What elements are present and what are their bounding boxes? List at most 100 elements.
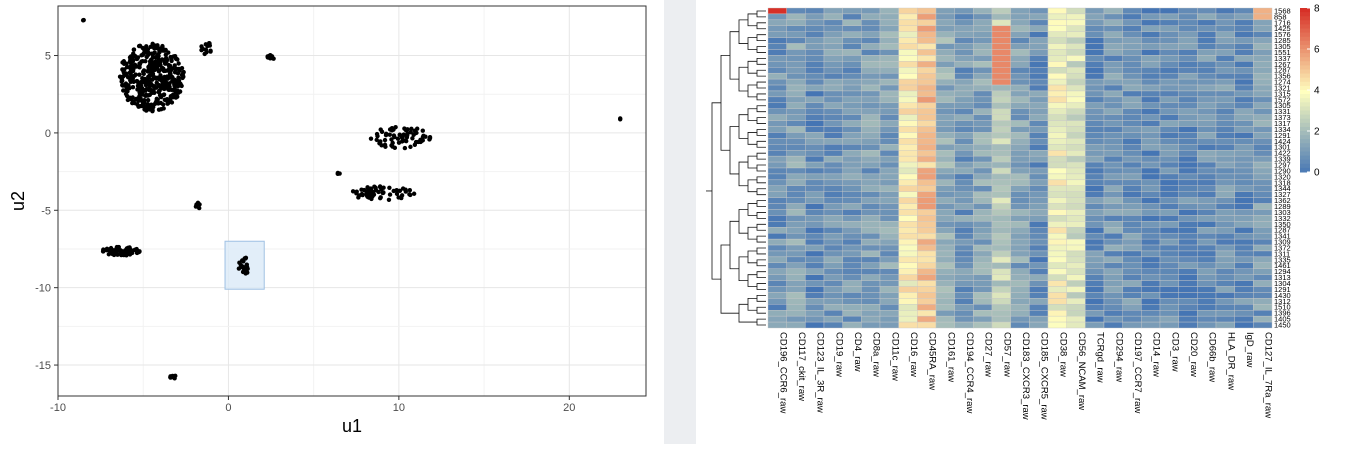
- heatmap-cell: [1197, 90, 1217, 98]
- dendrogram-branch: [756, 152, 766, 160]
- heatmap-cell: [935, 49, 955, 56]
- heatmap-cell: [935, 227, 955, 234]
- heatmap-cell: [898, 292, 918, 299]
- heatmap-cell: [1122, 31, 1142, 38]
- heatmap-cell: [805, 298, 825, 305]
- data-point: [135, 102, 140, 107]
- heatmap-cell: [991, 232, 1011, 240]
- heatmap-cell: [1085, 90, 1105, 98]
- heatmap-cell: [991, 155, 1011, 163]
- heatmap-cell: [917, 55, 937, 62]
- heatmap-cell: [1122, 286, 1142, 293]
- heatmap-cell: [767, 203, 787, 210]
- heatmap-cell: [1029, 310, 1049, 317]
- heatmap-cell: [1047, 215, 1067, 222]
- data-point: [152, 67, 157, 73]
- heatmap-cell: [1029, 232, 1049, 240]
- heatmap-cell: [767, 114, 787, 121]
- heatmap-cell: [935, 292, 955, 299]
- heatmap-cell: [842, 108, 862, 115]
- heatmap-cell: [879, 274, 899, 281]
- dendrogram-branch: [756, 164, 766, 172]
- heatmap-cell: [954, 84, 974, 92]
- heatmap-cell: [1253, 49, 1273, 56]
- data-point: [158, 100, 163, 106]
- heatmap-cell: [1103, 221, 1123, 228]
- heatmap-cell: [1066, 191, 1086, 198]
- data-point: [157, 88, 162, 93]
- heatmap-cell: [1085, 315, 1105, 323]
- heatmap-cell: [1085, 167, 1105, 175]
- heatmap-cell: [954, 238, 974, 246]
- heatmap-cell: [1122, 203, 1142, 210]
- heatmap-cell: [991, 43, 1011, 50]
- heatmap-cell: [991, 209, 1011, 216]
- heatmap-cell: [1010, 108, 1030, 115]
- heatmap-cell: [861, 274, 881, 281]
- heatmap-cell: [1178, 185, 1198, 192]
- data-point: [244, 264, 250, 270]
- heatmap-cell: [842, 120, 862, 127]
- dendrogram-branch: [756, 140, 766, 148]
- heatmap-cell: [1085, 67, 1105, 74]
- heatmap-cell: [917, 310, 937, 317]
- heatmap-cell: [1029, 72, 1049, 80]
- heatmap-cell: [805, 286, 825, 293]
- legend-swatch: [1300, 12, 1310, 17]
- legend-swatch: [1300, 106, 1310, 111]
- heatmap-cell: [1010, 49, 1030, 56]
- data-point: [145, 102, 150, 108]
- heatmap-cell: [1029, 25, 1049, 32]
- heatmap-cell: [935, 96, 955, 104]
- data-point: [397, 188, 403, 194]
- heatmap-cell: [1047, 161, 1067, 169]
- heatmap-cell: [1029, 292, 1049, 299]
- dendrogram-branch: [729, 220, 739, 270]
- heatmap-cell: [1085, 144, 1105, 151]
- heatmap-cell: [917, 114, 937, 121]
- dendrogram-branch: [747, 108, 757, 121]
- heatmap-cell: [1047, 72, 1067, 80]
- data-point: [131, 47, 137, 52]
- heatmap-cell: [1122, 250, 1142, 258]
- heatmap-cell: [935, 244, 955, 252]
- heatmap-cell: [767, 49, 787, 56]
- heatmap-cell: [1047, 13, 1067, 21]
- heatmap-cell: [935, 310, 955, 317]
- heatmap-cell: [1047, 203, 1067, 210]
- heatmap-cell: [861, 179, 881, 186]
- data-point: [154, 98, 159, 104]
- row-label: 1291: [1274, 131, 1291, 140]
- heatmap-cell: [842, 232, 862, 240]
- heatmap-cell: [1197, 19, 1217, 26]
- heatmap-cell: [991, 191, 1011, 198]
- heatmap-cell: [1103, 25, 1123, 32]
- heatmap-cell: [767, 209, 787, 216]
- heatmap-cell: [1085, 138, 1105, 145]
- heatmap-cell: [1234, 37, 1254, 44]
- heatmap-cell: [1029, 43, 1049, 50]
- row-label: 1297: [1274, 161, 1291, 170]
- heatmap-cell: [805, 209, 825, 216]
- heatmap-cell: [954, 55, 974, 62]
- heatmap-cell: [1085, 227, 1105, 234]
- heatmap-cell: [1141, 144, 1161, 151]
- heatmap-cell: [1141, 315, 1161, 323]
- heatmap-cell: [823, 232, 843, 240]
- heatmap-cell: [842, 161, 862, 169]
- heatmap-cell: [786, 55, 806, 62]
- heatmap-cell: [1085, 256, 1105, 264]
- panel-divider[interactable]: [664, 0, 696, 444]
- heatmap-cell: [991, 55, 1011, 62]
- data-point: [140, 75, 145, 81]
- data-point: [156, 107, 162, 112]
- heatmap-cell: [1215, 37, 1235, 44]
- heatmap-cell: [767, 150, 787, 157]
- legend-swatch: [1300, 28, 1310, 34]
- heatmap-cell: [1047, 274, 1067, 281]
- heatmap-cell: [1215, 298, 1235, 305]
- heatmap-cell: [786, 227, 806, 234]
- heatmap-cell: [1253, 310, 1273, 317]
- heatmap-cell: [935, 161, 955, 169]
